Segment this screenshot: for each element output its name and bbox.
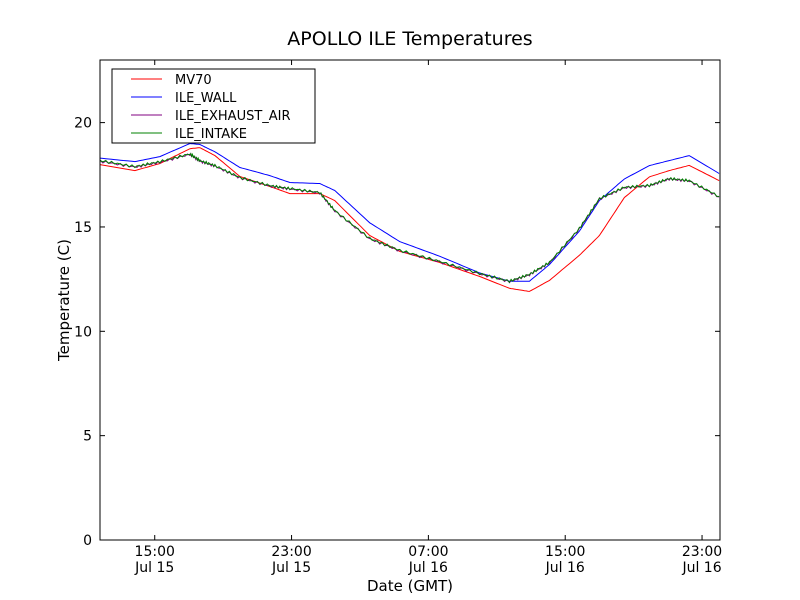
y-tick-label: 10: [74, 324, 92, 340]
x-tick-date-label: Jul 16: [681, 560, 721, 576]
chart-title: APOLLO ILE Temperatures: [287, 28, 532, 50]
x-tick-date-label: Jul 15: [134, 560, 174, 576]
legend-label: ILE_WALL: [175, 91, 237, 106]
series-layer: [99, 142, 720, 292]
series-line-ile-wall: [99, 142, 720, 282]
legend-box: [111, 68, 316, 144]
x-tick-date-label: Jul 15: [271, 560, 311, 576]
x-tick-date-label: Jul 16: [408, 560, 448, 576]
legend-label: ILE_EXHAUST_AIR: [175, 109, 291, 124]
legend: MV70 ILE_WALL ILE_EXHAUST_AIR ILE_INTAKE: [111, 68, 316, 144]
legend-label: ILE_INTAKE: [175, 127, 247, 142]
legend-label: MV70: [175, 73, 212, 88]
x-tick-time-label: 07:00: [408, 544, 448, 560]
plot-frame: [99, 59, 721, 541]
y-tick-label: 20: [74, 116, 92, 132]
x-tick-time-label: 15:00: [545, 544, 585, 560]
x-tick-time-label: 23:00: [682, 544, 722, 560]
series-line-mv70: [99, 147, 720, 292]
y-tick-label: 15: [74, 220, 92, 236]
y-tick-label: 0: [83, 533, 92, 549]
x-tick-date-label: Jul 16: [545, 560, 585, 576]
series-line-ile-intake: [99, 152, 720, 284]
y-axis-label: Temperature (C): [55, 239, 73, 362]
x-tick-time-label: 23:00: [271, 544, 311, 560]
x-axis-label: Date (GMT): [367, 577, 453, 595]
x-tick-time-label: 15:00: [135, 544, 175, 560]
y-tick-label: 5: [83, 429, 92, 445]
